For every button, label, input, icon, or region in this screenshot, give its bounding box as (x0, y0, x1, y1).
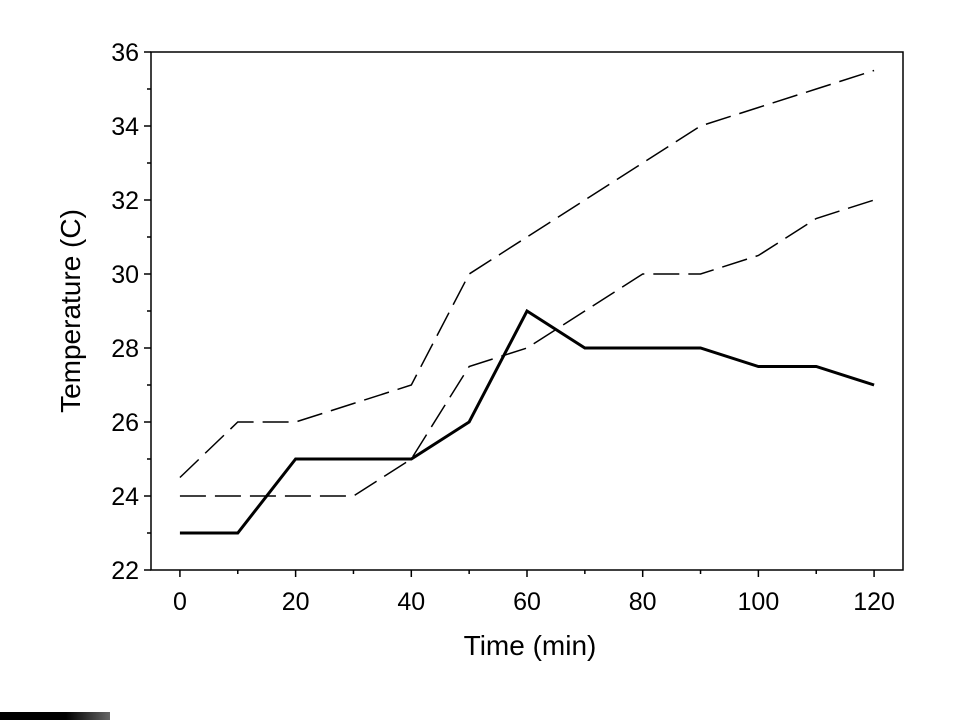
x-tick-label: 80 (629, 588, 657, 616)
x-tick-label: 100 (738, 588, 780, 616)
x-tick-label: 120 (853, 588, 895, 616)
y-tick-label: 26 (111, 409, 139, 437)
y-tick-label: 24 (111, 483, 139, 511)
series-line-3 (179, 69, 875, 479)
x-axis: 0 20 40 60 80 100 120 (173, 570, 895, 616)
y-tick-label: 32 (111, 187, 139, 215)
x-tick-label: 0 (173, 588, 187, 616)
slide-footer-bar (0, 712, 110, 720)
y-tick-label: 28 (111, 335, 139, 363)
x-tick-label: 60 (513, 588, 541, 616)
y-tick-label: 34 (111, 113, 139, 141)
x-axis-title: Time (min) (464, 630, 597, 661)
y-tick-label: 22 (111, 557, 139, 585)
series-layer (179, 69, 875, 535)
y-tick-label: 36 (111, 39, 139, 67)
y-axis: 22 24 26 28 30 32 34 36 (111, 39, 151, 585)
x-tick-label: 20 (282, 588, 310, 616)
series-line-2 (179, 199, 875, 497)
series-line-1 (179, 308, 875, 535)
y-axis-title: Temperature (C) (55, 209, 86, 413)
x-tick-label: 40 (397, 588, 425, 616)
y-tick-label: 30 (111, 261, 139, 289)
